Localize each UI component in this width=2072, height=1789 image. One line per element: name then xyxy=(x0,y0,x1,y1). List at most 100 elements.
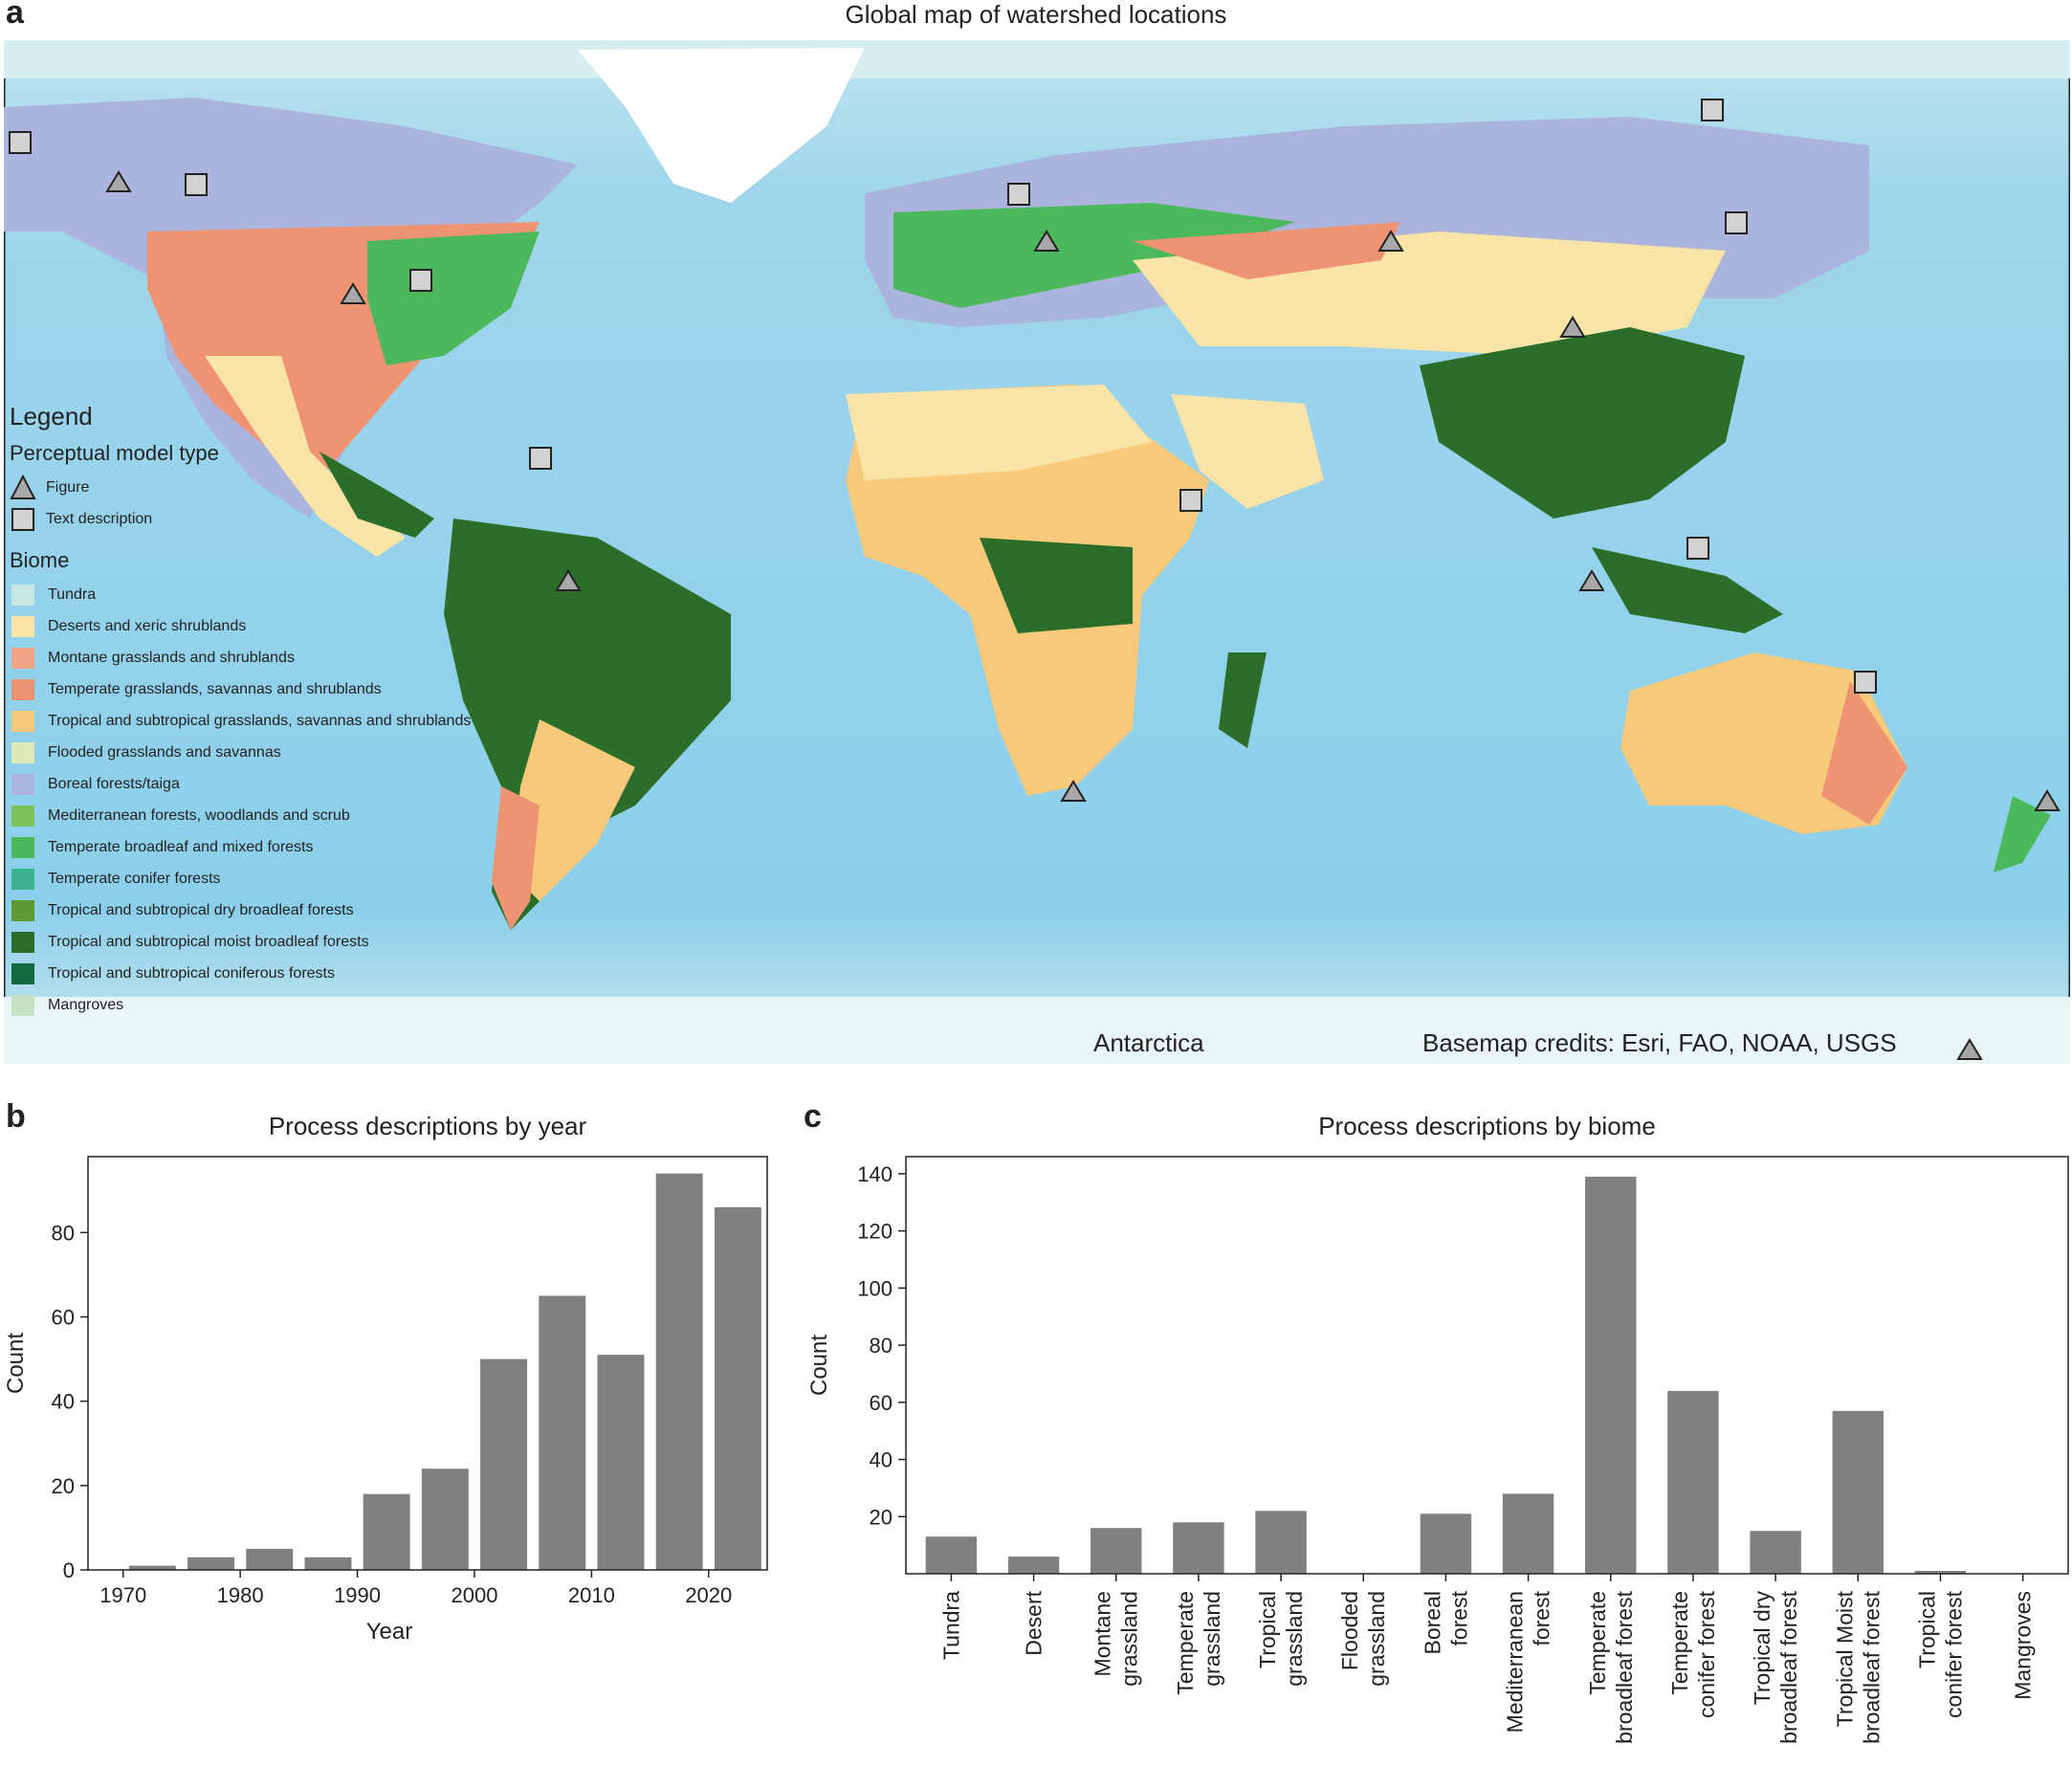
biome-label: Mangroves xyxy=(48,996,124,1013)
legend-label: Text description xyxy=(46,510,153,527)
marker-triangle[interactable] xyxy=(2034,789,2061,811)
marker-square[interactable] xyxy=(1725,211,1748,234)
x-tick-label: Boreal xyxy=(1420,1591,1444,1654)
x-tick-label: Flooded xyxy=(1337,1591,1362,1670)
biome-label: Tropical and subtropical dry broadleaf f… xyxy=(48,901,354,918)
biome-label: Tropical and subtropical moist broadleaf… xyxy=(48,933,369,950)
biome-label: Montane grasslands and shrublands xyxy=(48,649,295,666)
legend-model-type-heading: Perceptual model type xyxy=(10,441,219,465)
x-tick-label: Tropical xyxy=(1255,1591,1280,1668)
chart-bar xyxy=(1585,1176,1637,1574)
marker-triangle[interactable] xyxy=(1378,230,1404,252)
legend-item-biome: Temperate broadleaf and mixed forests xyxy=(8,831,515,863)
x-tick-label: broadleaf forest xyxy=(1612,1590,1637,1743)
biome-label: Temperate conifer forests xyxy=(48,870,221,887)
x-tick-label: Desert xyxy=(1022,1590,1047,1655)
y-axis-label: Count xyxy=(806,1335,832,1396)
chart-bar xyxy=(1091,1528,1142,1574)
x-tick-label: grassland xyxy=(1282,1591,1307,1687)
marker-square[interactable] xyxy=(409,269,432,292)
x-tick-label: conifer forest xyxy=(1694,1590,1719,1718)
triangle-marker-icon xyxy=(10,474,36,499)
marker-square[interactable] xyxy=(1686,537,1709,560)
x-tick-label: grassland xyxy=(1200,1591,1224,1687)
chart-bar xyxy=(597,1355,645,1570)
x-tick-label: broadleaf forest xyxy=(1859,1590,1884,1743)
legend-title: Legend xyxy=(10,402,93,431)
biome-swatch xyxy=(11,647,34,669)
marker-square[interactable] xyxy=(529,447,552,470)
biome-label: Mediterranean forests, woodlands and scr… xyxy=(48,806,350,824)
marker-triangle[interactable] xyxy=(1559,316,1586,338)
square-marker-icon xyxy=(11,507,34,531)
y-tick-label: 40 xyxy=(870,1448,893,1472)
arctic-ice xyxy=(4,40,2070,78)
legend-label: Figure xyxy=(46,478,90,496)
x-axis-label: Year xyxy=(366,1619,413,1645)
chart-bar xyxy=(1667,1390,1719,1574)
biome-label: Tundra xyxy=(48,585,97,603)
x-tick-label: broadleaf forest xyxy=(1776,1590,1801,1743)
marker-square[interactable] xyxy=(1701,99,1724,121)
biome-swatch xyxy=(11,615,34,637)
biome-label: Tropical and subtropical coniferous fore… xyxy=(48,964,335,982)
legend-item-biome: Tundra xyxy=(8,579,515,610)
marker-triangle[interactable] xyxy=(1578,569,1605,591)
biome-swatch xyxy=(11,931,34,953)
y-tick-label: 60 xyxy=(52,1306,75,1330)
panel-c-letter: c xyxy=(804,1098,822,1135)
map-title: Global map of watershed locations xyxy=(845,0,1227,29)
x-tick-label: grassland xyxy=(1364,1591,1389,1687)
chart-bar xyxy=(1750,1531,1801,1574)
chart-bar xyxy=(363,1493,410,1570)
x-tick-label: 2000 xyxy=(451,1583,497,1607)
y-tick-label: 100 xyxy=(857,1276,893,1300)
x-tick-label: Tropical xyxy=(1914,1591,1939,1668)
antarctica xyxy=(4,997,2070,1064)
chart-bar xyxy=(714,1206,761,1570)
marker-square[interactable] xyxy=(1007,183,1030,206)
marker-triangle[interactable] xyxy=(340,282,366,304)
sa-savanna xyxy=(511,719,635,901)
biome-swatch xyxy=(11,773,34,795)
marker-square[interactable] xyxy=(185,173,208,196)
marker-triangle[interactable] xyxy=(1956,1038,1983,1060)
marker-triangle[interactable] xyxy=(555,569,582,591)
legend-item-biome: Tropical and subtropical moist broadleaf… xyxy=(8,926,515,958)
x-tick-label: 1970 xyxy=(99,1583,146,1607)
biome-label: Tropical and subtropical grasslands, sav… xyxy=(48,712,472,729)
marker-square[interactable] xyxy=(9,131,32,154)
world-map xyxy=(4,40,2070,1064)
chart-bar xyxy=(1173,1522,1224,1574)
marker-triangle[interactable] xyxy=(1060,780,1087,802)
biome-swatch xyxy=(11,710,34,732)
marker-square[interactable] xyxy=(1179,489,1202,512)
chart-bar xyxy=(925,1536,978,1574)
marker-square[interactable] xyxy=(1854,671,1877,694)
basemap-credits: Basemap credits: Esri, FAO, NOAA, USGS xyxy=(1422,1028,1897,1057)
congo xyxy=(980,538,1133,633)
new-zealand xyxy=(1994,796,2051,872)
y-tick-label: 140 xyxy=(857,1162,893,1186)
chart-bar xyxy=(1914,1571,1967,1574)
biome-swatch xyxy=(11,678,34,700)
y-tick-label: 80 xyxy=(870,1334,893,1358)
x-tick-label: 1990 xyxy=(334,1583,381,1607)
sahara xyxy=(846,385,1152,480)
legend-item-biome: Boreal forests/taiga xyxy=(8,768,515,800)
legend-item-text-description: Text description xyxy=(8,503,515,535)
x-tick-label: Temperate xyxy=(1173,1591,1198,1695)
biome-swatch xyxy=(11,584,34,606)
biome-swatch xyxy=(11,962,34,984)
y-tick-label: 20 xyxy=(870,1505,893,1529)
legend-item-biome: Flooded grasslands and savannas xyxy=(8,737,515,768)
x-tick-label: Mangroves xyxy=(2011,1591,2036,1700)
y-tick-label: 20 xyxy=(52,1474,75,1498)
x-tick-label: 1980 xyxy=(217,1583,264,1607)
marker-triangle[interactable] xyxy=(1033,230,1060,252)
se-asia xyxy=(1420,327,1745,519)
chart-b-title: Process descriptions by year xyxy=(268,1112,587,1140)
madagascar xyxy=(1219,652,1267,748)
marker-triangle[interactable] xyxy=(105,170,132,192)
